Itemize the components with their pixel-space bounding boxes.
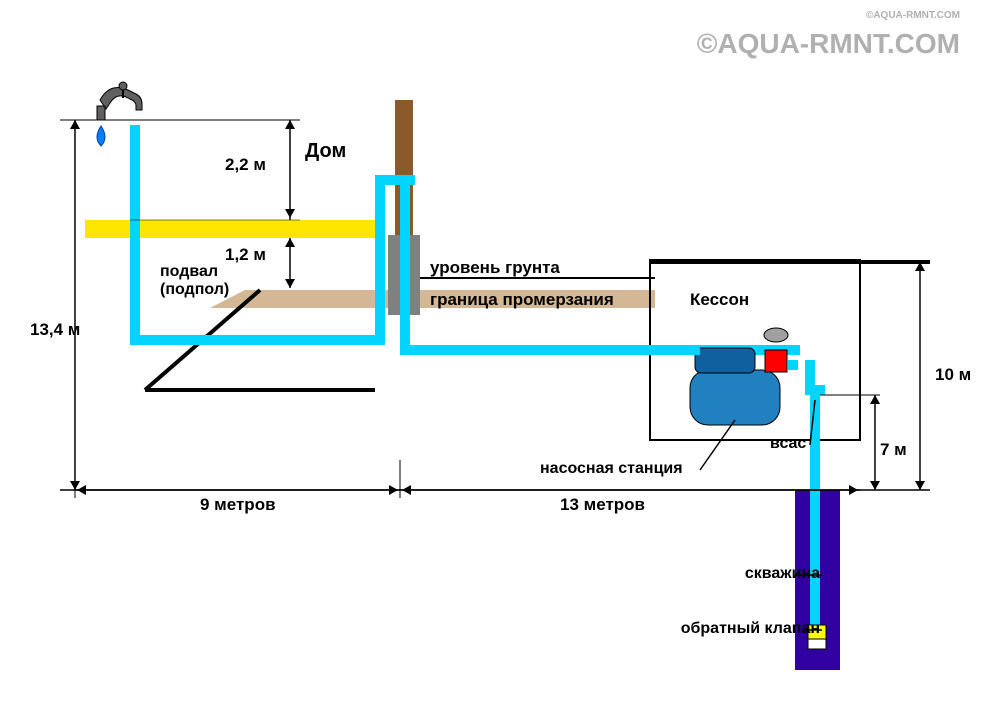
label-basement: подвал bbox=[160, 263, 218, 281]
water-supply-diagram bbox=[0, 0, 1000, 710]
dim-h-basement: 1,2 м bbox=[225, 245, 266, 265]
dim-h-tap: 2,2 м bbox=[225, 155, 266, 175]
label-caisson: Кессон bbox=[690, 290, 749, 310]
dim-w-left: 9 метров bbox=[200, 495, 276, 515]
label-pump-station: насосная станция bbox=[540, 460, 683, 478]
label-suction: всас bbox=[770, 435, 806, 453]
label-ground-level: уровень грунта bbox=[430, 258, 560, 278]
dim-h-right: 10 м bbox=[935, 365, 971, 385]
label-house: Дом bbox=[305, 140, 346, 163]
label-well: скважина bbox=[720, 565, 820, 583]
dim-h-suction: 7 м bbox=[880, 440, 907, 460]
watermark-large: ©AQUA-RMNT.COM bbox=[697, 28, 960, 60]
dim-h-total: 13,4 м bbox=[30, 320, 80, 340]
label-subfloor: (подпол) bbox=[160, 281, 229, 299]
label-frost-line: граница промерзания bbox=[430, 290, 614, 310]
dim-w-right: 13 метров bbox=[560, 495, 645, 515]
label-check-valve: обратный клапан bbox=[670, 620, 820, 638]
watermark-small: ©AQUA-RMNT.COM bbox=[866, 10, 960, 21]
